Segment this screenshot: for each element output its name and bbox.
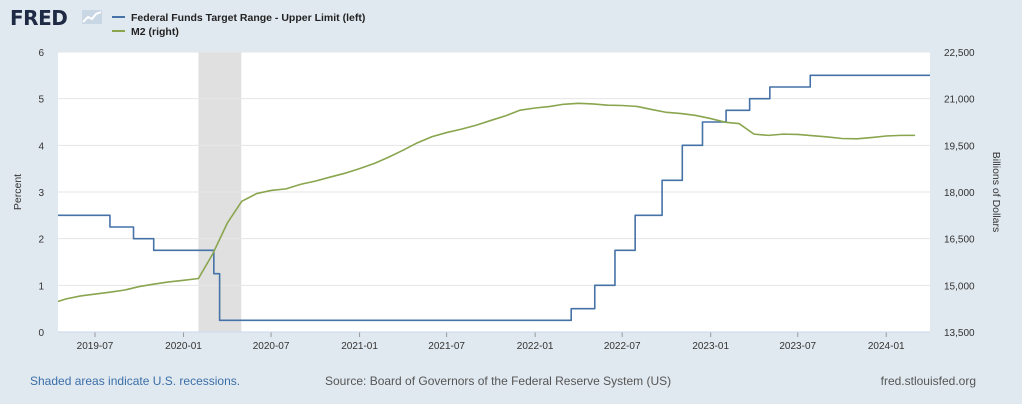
ytick-right-label-5: 21,000 xyxy=(944,95,975,106)
ytick-left-label-3: 3 xyxy=(38,188,44,199)
ytick-right-label-1: 15,000 xyxy=(944,281,975,292)
ytick-right-label-6: 22,500 xyxy=(944,48,975,59)
ytick-right-label-3: 18,000 xyxy=(944,188,975,199)
xtick-label-3: 2021-01 xyxy=(341,341,378,352)
ytick-left-label-1: 1 xyxy=(38,281,44,292)
source-note: Source: Board of Governors of the Federa… xyxy=(325,374,672,388)
xtick-label-8: 2023-07 xyxy=(779,341,816,352)
chart-header: FRED Federal Funds Target Range - Upper … xyxy=(0,0,1022,44)
ytick-left-label-2: 2 xyxy=(38,235,44,246)
legend-swatch-fed-funds xyxy=(112,16,125,19)
legend-item-m2[interactable]: M2 (right) xyxy=(112,25,365,39)
chart-line-icon xyxy=(82,10,102,24)
y-axis-left-title: Percent xyxy=(12,174,24,210)
chart-legend: Federal Funds Target Range - Upper Limit… xyxy=(112,11,365,39)
line-chart[interactable]: 0 1 2 3 4 5 6 13,500 15,000 16,500 18,000 19,500 21,… xyxy=(0,40,1022,368)
legend-label-fed-funds: Federal Funds Target Range - Upper Limit… xyxy=(131,12,366,24)
series-line-fed-funds xyxy=(58,74,930,322)
xtick-label-6: 2022-07 xyxy=(604,341,641,352)
xtick-label-5: 2022-01 xyxy=(517,341,554,352)
xtick-label-2: 2020-07 xyxy=(253,341,290,352)
series-line-m2 xyxy=(57,102,916,303)
xtick-label-4: 2021-07 xyxy=(428,341,465,352)
ytick-right-label-0: 13,500 xyxy=(944,328,975,339)
ytick-left-label-5: 5 xyxy=(38,95,44,106)
ytick-left-label-0: 0 xyxy=(38,328,44,339)
ytick-right-label-2: 16,500 xyxy=(944,235,975,246)
y-axis-right-title: Billions of Dollars xyxy=(990,152,1002,233)
fred-logo[interactable]: FRED xyxy=(10,6,68,30)
ytick-left-label-4: 4 xyxy=(38,141,44,152)
xtick-label-9: 2024-01 xyxy=(868,341,905,352)
ytick-right-label-4: 19,500 xyxy=(944,141,975,152)
xtick-label-1: 2020-01 xyxy=(165,341,202,352)
legend-item-fed-funds[interactable]: Federal Funds Target Range - Upper Limit… xyxy=(112,11,365,25)
xtick-label-7: 2023-01 xyxy=(692,341,729,352)
site-link[interactable]: fred.stlouisfed.org xyxy=(880,374,976,388)
legend-swatch-m2 xyxy=(112,30,125,33)
legend-label-m2: M2 (right) xyxy=(131,26,179,38)
xtick-label-0: 2019-07 xyxy=(77,341,114,352)
ytick-left-label-6: 6 xyxy=(38,48,44,59)
recession-note: Shaded areas indicate U.S. recessions. xyxy=(30,374,241,388)
